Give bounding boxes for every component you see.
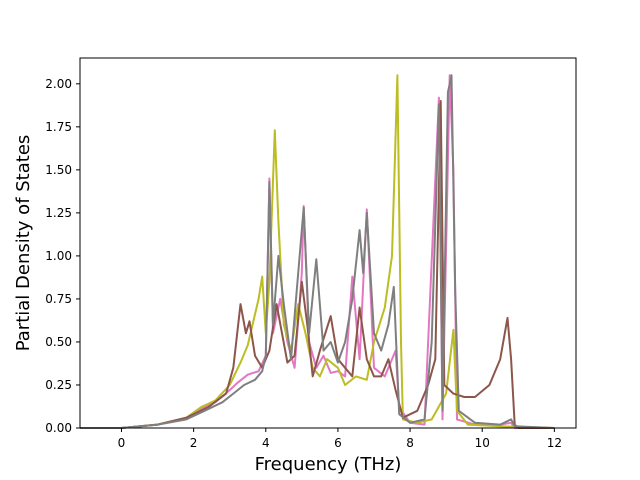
x-tick-label: 8 — [406, 436, 414, 450]
y-tick-label: 2.00 — [45, 77, 72, 91]
y-tick-label: 1.00 — [45, 249, 72, 263]
y-axis-label: Partial Density of States — [13, 135, 34, 352]
x-axis: 0 2 4 6 8 10 12 — [118, 428, 562, 450]
x-tick-label: 4 — [262, 436, 270, 450]
y-tick-label: 1.50 — [45, 163, 72, 177]
y-tick-label: 1.25 — [45, 206, 72, 220]
y-tick-label: 0.75 — [45, 292, 72, 306]
x-tick-label: 12 — [547, 436, 562, 450]
x-tick-label: 0 — [118, 436, 126, 450]
x-tick-label: 6 — [334, 436, 342, 450]
y-tick-label: 0.25 — [45, 378, 72, 392]
series-line-3 — [80, 100, 555, 429]
axes-frame — [79, 57, 577, 429]
y-tick-label: 0.50 — [45, 335, 72, 349]
x-tick-label: 2 — [190, 436, 198, 450]
series-line-4 — [80, 74, 555, 429]
series-line-2 — [80, 74, 555, 429]
y-tick-label: 1.75 — [45, 120, 72, 134]
series-line-1 — [80, 74, 555, 429]
y-axis: 0.00 0.25 0.50 0.75 1.00 1.25 1.50 1.75 2.00 — [45, 77, 80, 435]
x-axis-label: Frequency (THz) — [255, 454, 402, 475]
y-tick-label: 0.00 — [45, 421, 72, 435]
plot-area — [80, 74, 555, 429]
x-tick-label: 10 — [475, 436, 490, 450]
